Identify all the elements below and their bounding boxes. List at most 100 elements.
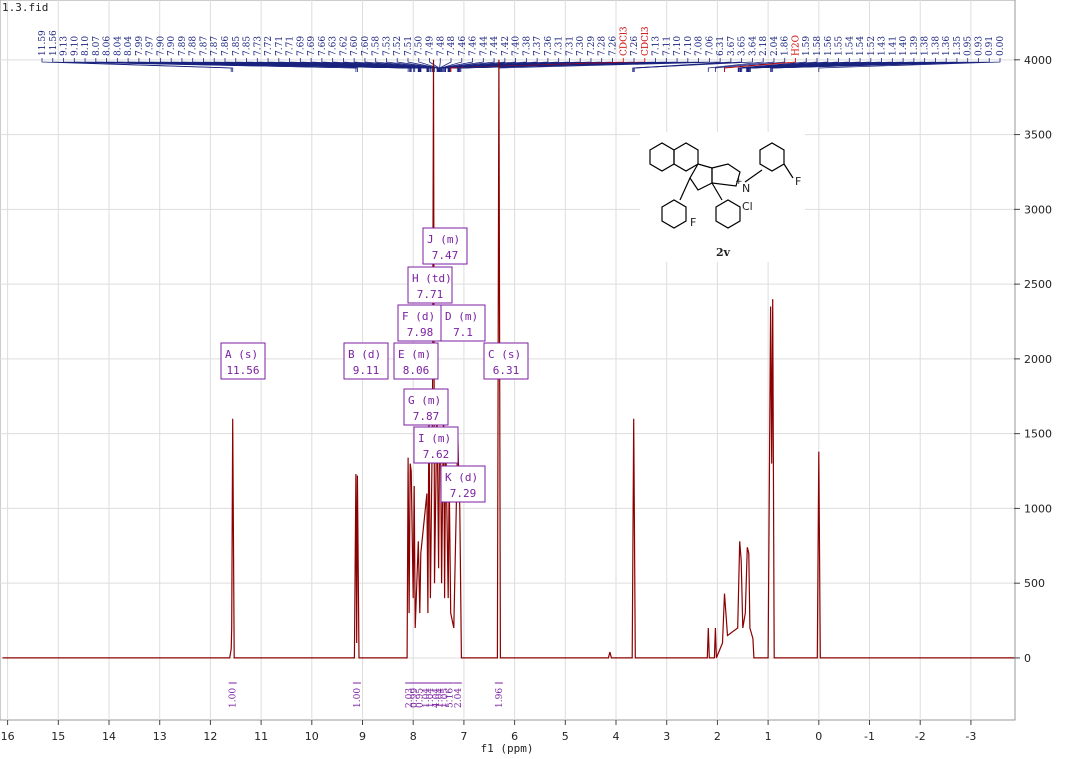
x-tick-label: 8 xyxy=(410,730,417,743)
peak-label: 0.91 xyxy=(985,36,995,56)
integral-label: 1.04 xyxy=(426,688,436,708)
peak-fan xyxy=(738,58,818,72)
peak-label: 7.63 xyxy=(329,36,339,56)
multiplet-shift: 7.47 xyxy=(432,249,459,262)
multiplet-label: D (m) xyxy=(445,310,478,323)
peak-fan xyxy=(460,58,710,72)
peak-label: 3.67 xyxy=(727,36,737,56)
peak-label: 11.59 xyxy=(38,30,48,56)
multiplet-shift: 9.11 xyxy=(353,364,380,377)
peak-label: 7.26 xyxy=(630,36,640,56)
multiplet-shift: 8.06 xyxy=(403,364,430,377)
spectrum xyxy=(2,59,1014,659)
y-tick-label: 3500 xyxy=(1024,129,1052,142)
peak-label: 7.31 xyxy=(555,36,565,56)
peak-label: 1.52 xyxy=(867,36,877,56)
peak-label: 11.56 xyxy=(49,30,59,56)
peak-label: 7.62 xyxy=(339,36,349,56)
peak-label: 7.44 xyxy=(490,36,500,56)
y-tick-label: 1000 xyxy=(1024,502,1052,515)
peak-label: 1.54 xyxy=(845,36,855,56)
multiplet-box xyxy=(403,388,449,426)
x-tick-label: 12 xyxy=(203,730,217,743)
multiplet-box xyxy=(422,227,468,265)
integral-label: 4.04 xyxy=(432,688,442,708)
peak-label: 1.59 xyxy=(802,36,812,56)
peak-label: 1.35 xyxy=(953,36,963,56)
x-tick-label: 4 xyxy=(613,730,620,743)
x-tick-label: -2 xyxy=(915,730,926,743)
multiplet-label: C (s) xyxy=(488,348,521,361)
x-axis-label: f1 (ppm) xyxy=(481,742,534,755)
x-tick-label: -3 xyxy=(965,730,976,743)
peak-label: 7.36 xyxy=(544,36,554,56)
structure-label: + xyxy=(735,177,743,187)
peak-label: 8.10 xyxy=(81,36,91,56)
peak-label: 0.00 xyxy=(996,36,1006,56)
x-tick-label: 7 xyxy=(460,730,467,743)
multiplet-shift: 6.31 xyxy=(493,364,520,377)
peak-fan xyxy=(442,58,506,72)
structure-label: N xyxy=(742,182,750,195)
multiplet-shift: 7.71 xyxy=(417,288,444,301)
peak-label: 7.26 xyxy=(608,36,618,56)
multiplet-label: G (m) xyxy=(408,394,441,407)
y-tick-label: 2500 xyxy=(1024,278,1052,291)
peak-label: 7.60 xyxy=(361,36,371,56)
x-tick-label: 0 xyxy=(815,730,822,743)
peak-label: 7.85 xyxy=(232,36,242,56)
peak-label: 7.87 xyxy=(199,36,209,56)
multiplet-shift: 7.1 xyxy=(453,326,473,339)
integral-label: 1.96 xyxy=(495,688,505,708)
peak-label: 8.06 xyxy=(103,36,113,56)
peak-label: 7.90 xyxy=(156,36,166,56)
peak-fan xyxy=(749,58,958,72)
peak-label: 2.18 xyxy=(759,36,769,56)
y-tick-label: 4000 xyxy=(1024,54,1052,67)
peak-label: 7.48 xyxy=(436,36,446,56)
peak-label: 7.71 xyxy=(286,36,296,56)
peak-label: 7.60 xyxy=(350,36,360,56)
peak-fan xyxy=(73,58,358,72)
peak-fan xyxy=(52,58,234,72)
peak-label: 6.31 xyxy=(716,36,726,56)
multiplet-label: I (m) xyxy=(418,432,451,445)
peak-fan xyxy=(386,58,438,72)
peak-label: 7.73 xyxy=(253,36,263,56)
integral-label: 1.00 xyxy=(229,688,239,708)
peak-label: 7.89 xyxy=(178,36,188,56)
multiplet-label: B (d) xyxy=(348,348,381,361)
multiplet-box xyxy=(397,304,443,342)
multiplet-label: F (d) xyxy=(402,310,435,323)
peak-label: 1.86 xyxy=(781,36,791,56)
peak-label: 9.10 xyxy=(70,36,80,56)
peak-label: 7.69 xyxy=(296,36,306,56)
peak-fan xyxy=(407,58,439,72)
multiplet-label: K (d) xyxy=(445,471,478,484)
integral-label: 0.99 xyxy=(410,688,420,708)
peak-label: 7.38 xyxy=(522,36,532,56)
multiplet-box xyxy=(440,465,486,503)
x-tick-label: 1 xyxy=(765,730,772,743)
peak-fan xyxy=(633,58,753,72)
peak-label: 7.53 xyxy=(382,36,392,56)
structure xyxy=(640,132,805,262)
peak-fan xyxy=(441,58,495,72)
peak-label: 7.58 xyxy=(372,36,382,56)
integral-label: 1.05 xyxy=(441,688,451,708)
peak-label: 7.99 xyxy=(135,36,145,56)
spectrum-line xyxy=(2,59,1014,659)
peak-label: 1.38 xyxy=(931,36,941,56)
peak-label: 7.97 xyxy=(146,36,156,56)
peak-label: 1.41 xyxy=(888,36,898,56)
peak-label: 7.06 xyxy=(705,36,715,56)
peak-fan xyxy=(429,58,440,72)
peak-label: 7.88 xyxy=(189,36,199,56)
peak-fan xyxy=(439,58,452,72)
peak-label: 3.64 xyxy=(748,36,758,56)
multiplet-shift: 7.87 xyxy=(413,410,440,423)
integral-label: 1.04 xyxy=(436,688,446,708)
peak-fan xyxy=(440,58,473,72)
structure-label: F xyxy=(690,216,696,229)
peak-label: 1.39 xyxy=(910,36,920,56)
